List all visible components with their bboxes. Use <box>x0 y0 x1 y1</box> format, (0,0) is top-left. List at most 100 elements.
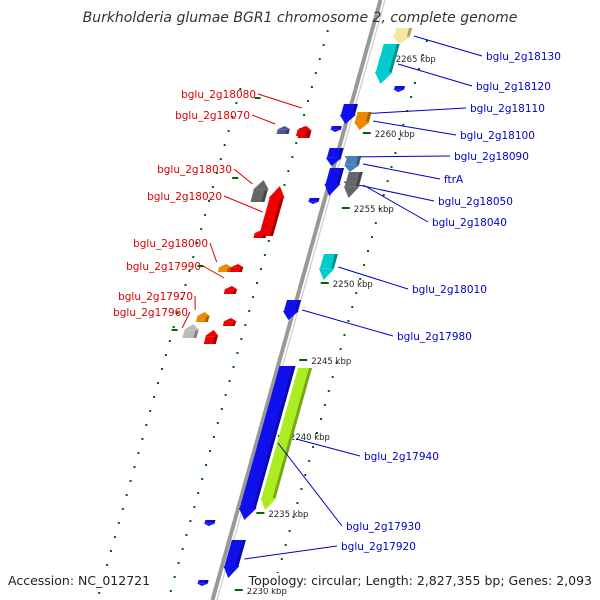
guide-dot-reverse <box>113 536 116 538</box>
forward-gene-arrow <box>374 44 400 84</box>
guide-dot-outer <box>320 418 322 420</box>
guide-dot-reverse <box>200 228 203 230</box>
forward-gene-arrow <box>324 168 344 196</box>
reverse-strand-arrow-part <box>262 233 267 238</box>
reverse-gene-arrow-part <box>204 316 210 322</box>
guide-dot-reverse <box>145 424 148 426</box>
guide-dot-reverse <box>133 466 136 468</box>
forward-gene-label: bglu_2g17980 <box>397 331 472 343</box>
strand-chevron-part <box>203 523 216 526</box>
guide-dot-reverse <box>219 158 222 160</box>
guide-dot-forward <box>307 100 309 102</box>
strand-chevron-part <box>204 580 209 584</box>
forward-gene-arrow-part <box>324 184 341 196</box>
strand-chevron-part <box>211 520 216 524</box>
guide-dot-forward <box>322 44 325 46</box>
forward-gene-arrow-part <box>272 368 312 498</box>
guide-dot-outer <box>378 208 381 210</box>
guide-dot-outer <box>331 376 334 378</box>
guide-dot-forward <box>177 562 180 564</box>
reverse-gene-arrow-part <box>261 189 268 202</box>
guide-dot-outer <box>382 194 385 196</box>
guide-dot-reverse <box>98 592 101 594</box>
guide-dot-forward <box>228 380 231 382</box>
forward-gene-label: bglu_2g17930 <box>346 521 421 533</box>
guide-dot-reverse <box>129 480 132 482</box>
reverse-gene-arrow <box>258 186 285 236</box>
reverse-strand-arrow-part <box>223 318 237 322</box>
forward-gene-arrow-part <box>224 540 246 566</box>
scale-tick-label: 2265 kbp <box>396 55 436 65</box>
guide-dot-forward <box>310 86 313 88</box>
reverse-gene-arrow-part <box>268 186 285 198</box>
reverse-gene-leader-line <box>257 93 302 109</box>
guide-dot-outer <box>359 278 362 280</box>
guide-dot-outer <box>398 138 401 140</box>
guide-dot-outer <box>304 474 307 476</box>
reverse-gene-arrow-part <box>183 324 200 331</box>
forward-gene-arrow-part <box>260 498 277 510</box>
forward-gene-label: bglu_2g18090 <box>454 151 529 163</box>
forward-gene-arrow <box>223 540 246 578</box>
guide-dot-reverse <box>110 550 112 552</box>
scale-tick-label: 2240 kbp <box>290 433 330 443</box>
guide-dot-forward <box>287 170 290 172</box>
guide-dot-reverse <box>227 130 230 132</box>
reverse-strand-arrow <box>229 264 245 272</box>
strand-chevron <box>393 86 405 92</box>
forward-gene-label: bglu_2g18100 <box>460 130 535 142</box>
guide-dot-outer <box>284 544 287 546</box>
guide-dot-reverse <box>204 214 207 216</box>
forward-gene-arrow <box>353 112 372 130</box>
reverse-gene-arrow-part <box>276 126 291 130</box>
reverse-strand-arrow <box>203 330 219 344</box>
reverse-strand-arrow-part <box>253 230 268 234</box>
guide-dot-outer <box>402 124 405 126</box>
reverse-strand-arrow-part <box>238 267 244 272</box>
guide-dot-reverse <box>176 312 179 314</box>
guide-dot-forward <box>169 590 172 592</box>
guide-dot-outer <box>355 292 358 294</box>
reverse-gene-leader-line <box>251 114 276 125</box>
guide-dot-forward <box>252 296 255 298</box>
reverse-gene-arrow-part <box>306 131 312 138</box>
forward-gene-arrow-part <box>337 148 344 158</box>
guide-dot-outer <box>367 250 369 252</box>
forward-gene-leader-line <box>362 184 429 223</box>
reverse-gene-arrow <box>250 180 269 202</box>
reverse-gene-label: bglu_2g18000 <box>133 238 208 250</box>
reverse-gene-arrow-part <box>232 289 237 294</box>
forward-gene-arrow-part <box>339 115 356 124</box>
guide-dot-outer <box>288 530 291 532</box>
guide-dot-outer <box>370 236 373 238</box>
guide-dot-reverse <box>192 256 195 258</box>
forward-gene-arrow-part <box>239 366 296 508</box>
forward-gene-arrow-part <box>235 540 246 566</box>
forward-gene-label: bglu_2g18110 <box>470 103 545 115</box>
reverse-gene-leader-line <box>202 265 225 279</box>
forward-gene-leader-line <box>362 163 441 180</box>
forward-gene-arrow-part <box>223 566 240 578</box>
forward-gene-label: bglu_2g18040 <box>432 217 507 229</box>
guide-dot-forward <box>256 282 258 284</box>
forward-gene-arrow-part <box>238 508 257 520</box>
forward-gene-arrow-part <box>318 268 335 280</box>
scale-tick-label: 2250 kbp <box>333 280 373 290</box>
reverse-gene-label: bglu_2g18020 <box>147 191 222 203</box>
strand-chevron <box>307 198 320 204</box>
forward-gene-label: bglu_2g17940 <box>364 451 439 463</box>
guide-dot-reverse <box>223 144 226 146</box>
scale-tick-label: 2255 kbp <box>354 205 394 215</box>
forward-gene-arrow-part <box>343 186 360 198</box>
forward-gene-arrow-part <box>353 121 370 130</box>
forward-gene-label: ftrA <box>444 174 464 186</box>
strand-chevron <box>329 126 342 132</box>
reverse-gene-leader-line <box>181 311 191 329</box>
guide-dot-forward <box>295 142 298 144</box>
forward-gene-label: bglu_2g18010 <box>412 284 487 296</box>
reverse-gene-arrow <box>276 126 291 134</box>
guide-dot-forward <box>220 408 223 410</box>
guide-dot-outer <box>425 40 428 42</box>
guide-dot-reverse <box>239 88 242 90</box>
